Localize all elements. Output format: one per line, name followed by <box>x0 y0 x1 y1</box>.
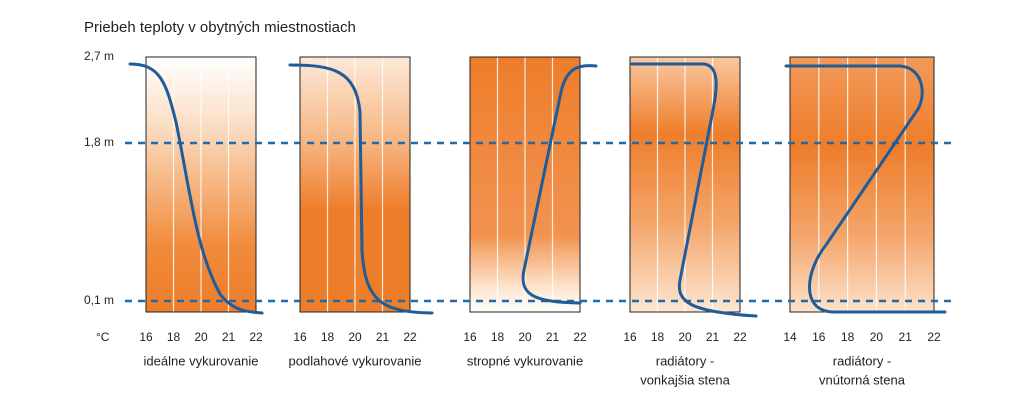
tick-label: 22 <box>733 330 747 344</box>
panel-frame <box>629 56 741 313</box>
panel-frame <box>299 56 411 313</box>
panel-caption: ideálne vykurovanie <box>144 353 259 368</box>
panel-caption: stropné vykurovanie <box>467 353 583 368</box>
title: Priebeh teploty v obytných miestnostiach <box>84 19 356 36</box>
height-label: 2,7 m <box>84 49 114 63</box>
tick-label: 16 <box>463 330 477 344</box>
panel-caption: podlahové vykurovanie <box>289 353 422 368</box>
panel-caption: vonkajšia stena <box>640 372 730 387</box>
tick-label: 18 <box>841 330 855 344</box>
panel-frame <box>469 56 581 313</box>
tick-label: 18 <box>651 330 665 344</box>
panel-caption: radiátory - <box>833 353 892 368</box>
tick-label: 21 <box>222 330 236 344</box>
tick-label: 20 <box>194 330 208 344</box>
temperature-curve <box>288 63 434 315</box>
tick-label: 18 <box>321 330 335 344</box>
temperature-curve <box>521 64 598 305</box>
temperature-curve <box>784 64 947 314</box>
tick-label: 22 <box>927 330 941 344</box>
tick-label: 21 <box>706 330 720 344</box>
temperature-curve <box>128 62 264 315</box>
panels <box>145 56 935 313</box>
height-label: 1,8 m <box>84 135 114 149</box>
tick-label: 16 <box>293 330 307 344</box>
tick-label: 20 <box>870 330 884 344</box>
temperature-curve <box>630 62 758 318</box>
tick-label: 16 <box>812 330 826 344</box>
tick-label: 22 <box>573 330 587 344</box>
panel-frame <box>145 56 257 313</box>
panel-caption: radiátory - <box>656 353 715 368</box>
tick-label: 14 <box>783 330 797 344</box>
tick-label: 20 <box>348 330 362 344</box>
labels: 2,7 m 1,8 m 0,1 m °C 16 18 20 21 22 ideálne vykur… <box>84 49 941 387</box>
height-label: 0,1 m <box>84 293 114 307</box>
panel-caption: vnútorná stena <box>819 372 906 387</box>
tick-label: 18 <box>167 330 181 344</box>
tick-label: 16 <box>139 330 153 344</box>
tick-label: 20 <box>518 330 532 344</box>
tick-label: 22 <box>403 330 417 344</box>
unit-label: °C <box>96 330 110 344</box>
tick-label: 18 <box>491 330 505 344</box>
tick-label: 21 <box>899 330 913 344</box>
tick-label: 21 <box>376 330 390 344</box>
tick-label: 16 <box>623 330 637 344</box>
tick-label: 21 <box>546 330 560 344</box>
tick-label: 22 <box>249 330 263 344</box>
tick-label: 20 <box>678 330 692 344</box>
